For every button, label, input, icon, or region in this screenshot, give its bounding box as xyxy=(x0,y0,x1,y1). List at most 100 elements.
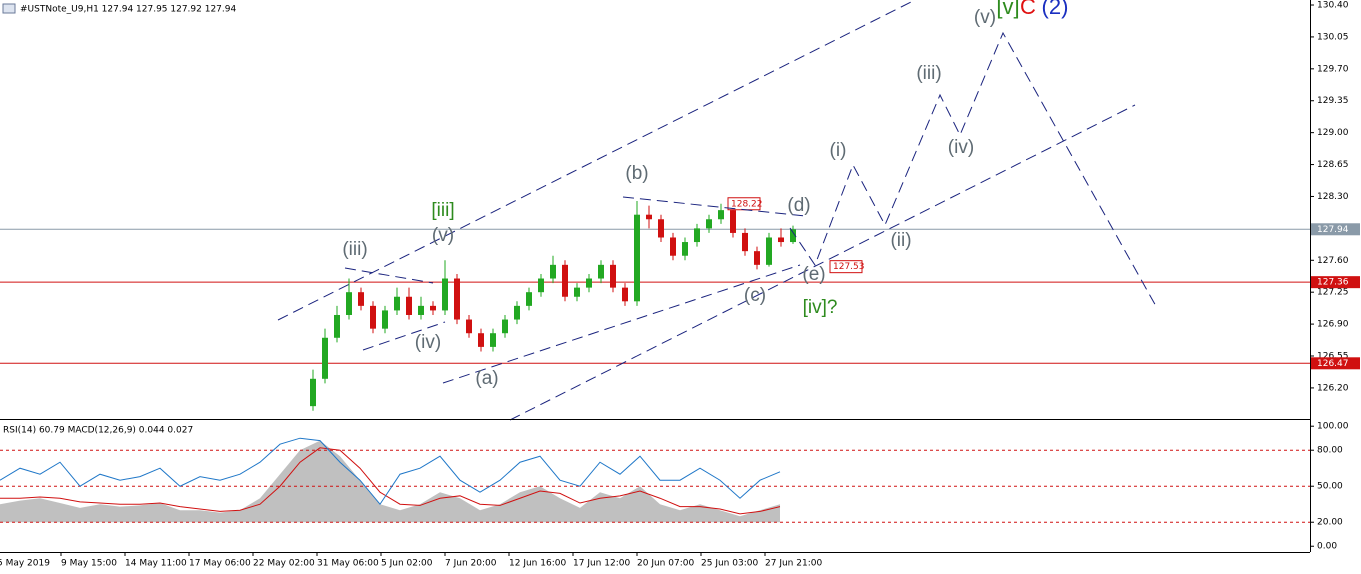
price-tag-box xyxy=(829,260,863,274)
wave-label: (iii) xyxy=(916,63,941,84)
wave-label: C xyxy=(1020,0,1036,19)
candle-body xyxy=(706,219,712,229)
y-tick-label: 127.25 xyxy=(1317,288,1349,298)
candle-body xyxy=(490,333,496,347)
macd-histogram xyxy=(0,440,780,523)
price-label-box xyxy=(1311,276,1360,289)
wave-label: (d) xyxy=(787,195,810,216)
indicator-tick-label: 50.00 xyxy=(1317,482,1343,492)
y-tick-label: 128.65 xyxy=(1317,160,1349,170)
candle-body xyxy=(454,278,460,320)
wave-label: (i) xyxy=(830,140,847,161)
candle-body xyxy=(766,237,772,265)
candle-body xyxy=(562,264,568,297)
y-tick-label: 128.30 xyxy=(1317,192,1349,202)
indicator-panel xyxy=(0,437,1310,523)
candle-body xyxy=(682,242,688,256)
candle-body xyxy=(778,237,784,243)
wave-lines xyxy=(277,0,1158,421)
y-tick-label: 129.35 xyxy=(1317,96,1349,106)
wedge-upper xyxy=(344,267,434,284)
candle-body xyxy=(634,214,640,302)
wedge-lower xyxy=(362,321,446,351)
wave-label: (ii) xyxy=(890,230,911,251)
x-tick-label: 5 May 2019 xyxy=(0,559,50,569)
rsi-line xyxy=(0,437,781,506)
y-tick-label: 127.60 xyxy=(1317,256,1349,266)
candle-body xyxy=(406,296,412,315)
channel-lower xyxy=(509,104,1136,421)
chart-title: #USTNote_U9,H1 127.94 127.95 127.92 127.… xyxy=(20,5,236,15)
candle-body xyxy=(358,292,364,306)
candle-body xyxy=(394,296,400,311)
wave-label: [v] xyxy=(996,0,1019,19)
x-tick-label: 27 Jun 21:00 xyxy=(765,559,822,569)
wave-label: [iv]? xyxy=(803,297,838,318)
candle-body xyxy=(370,305,376,329)
candle-body xyxy=(742,232,748,252)
x-tick-label: 17 May 06:00 xyxy=(189,559,251,569)
indicator-tick-label: 100.00 xyxy=(1317,422,1349,432)
candle-body xyxy=(478,333,484,347)
x-tick-label: 31 May 06:00 xyxy=(317,559,379,569)
candle-body xyxy=(622,287,628,302)
indicator-label: RSI(14) 60.79 MACD(12,26,9) 0.044 0.027 xyxy=(3,426,193,436)
triangle-upper xyxy=(622,196,806,217)
x-tick-label: 17 Jun 12:00 xyxy=(573,559,630,569)
candle-body xyxy=(334,314,340,338)
x-tick-label: 12 Jun 16:00 xyxy=(509,559,566,569)
candle-body xyxy=(550,264,556,279)
candle-body xyxy=(310,378,316,407)
wave-label: [iii] xyxy=(431,200,454,221)
x-tick-label: 25 Jun 03:00 xyxy=(701,559,758,569)
wave-label: (iv) xyxy=(415,332,441,353)
candle-body xyxy=(574,287,580,297)
wave-label: (2) xyxy=(1042,0,1069,19)
wave-label: (iii) xyxy=(342,239,367,260)
price-tag: 127.53 xyxy=(833,262,865,272)
candle-body xyxy=(694,228,700,243)
y-tick-label: 130.40 xyxy=(1317,1,1349,11)
candle-body xyxy=(418,305,424,315)
price-label-box xyxy=(1311,357,1360,370)
x-tick-label: 9 May 15:00 xyxy=(61,559,117,569)
x-tick-label: 22 May 02:00 xyxy=(253,559,315,569)
price-panel: 128.22 127.53 xyxy=(0,197,1310,411)
price-label-box xyxy=(1311,223,1360,236)
candle-body xyxy=(466,319,472,334)
y-tick-label: 129.70 xyxy=(1317,64,1349,74)
wave-label: (v) xyxy=(432,225,454,246)
price-label: 127.94 xyxy=(1317,225,1349,235)
indicator-tick-label: 20.00 xyxy=(1317,518,1343,528)
indicator-tick-label: 80.00 xyxy=(1317,446,1343,456)
wave-label: (c) xyxy=(744,285,766,306)
candle-body xyxy=(586,278,592,288)
candle-body xyxy=(730,210,736,233)
x-tick-label: 14 May 11:00 xyxy=(125,559,187,569)
wave-label: (b) xyxy=(625,163,648,184)
y-tick-label: 126.90 xyxy=(1317,320,1349,330)
candle-body xyxy=(598,264,604,279)
candle-body xyxy=(646,214,652,220)
indicator-tick-label: 0.00 xyxy=(1317,542,1337,552)
candle-body xyxy=(346,292,352,315)
candle-body xyxy=(658,219,664,238)
y-tick-label: 130.05 xyxy=(1317,32,1349,42)
projected-path xyxy=(789,31,1158,309)
candle-body xyxy=(322,337,328,379)
y-tick-label: 126.20 xyxy=(1317,383,1349,393)
candle-body xyxy=(790,229,796,243)
candle-body xyxy=(718,210,724,220)
price-label: 127.36 xyxy=(1317,278,1349,288)
triangle-lower xyxy=(442,264,801,384)
x-tick-label: 5 Jun 02:00 xyxy=(381,559,433,569)
wave-label: (iv) xyxy=(948,137,974,158)
candle-body xyxy=(382,310,388,329)
candle-body xyxy=(754,251,760,265)
price-tag: 128.22 xyxy=(731,199,763,209)
candle-body xyxy=(538,278,544,293)
candle-body xyxy=(430,305,436,311)
price-label: 126.47 xyxy=(1317,359,1349,369)
candle-body xyxy=(442,278,448,311)
